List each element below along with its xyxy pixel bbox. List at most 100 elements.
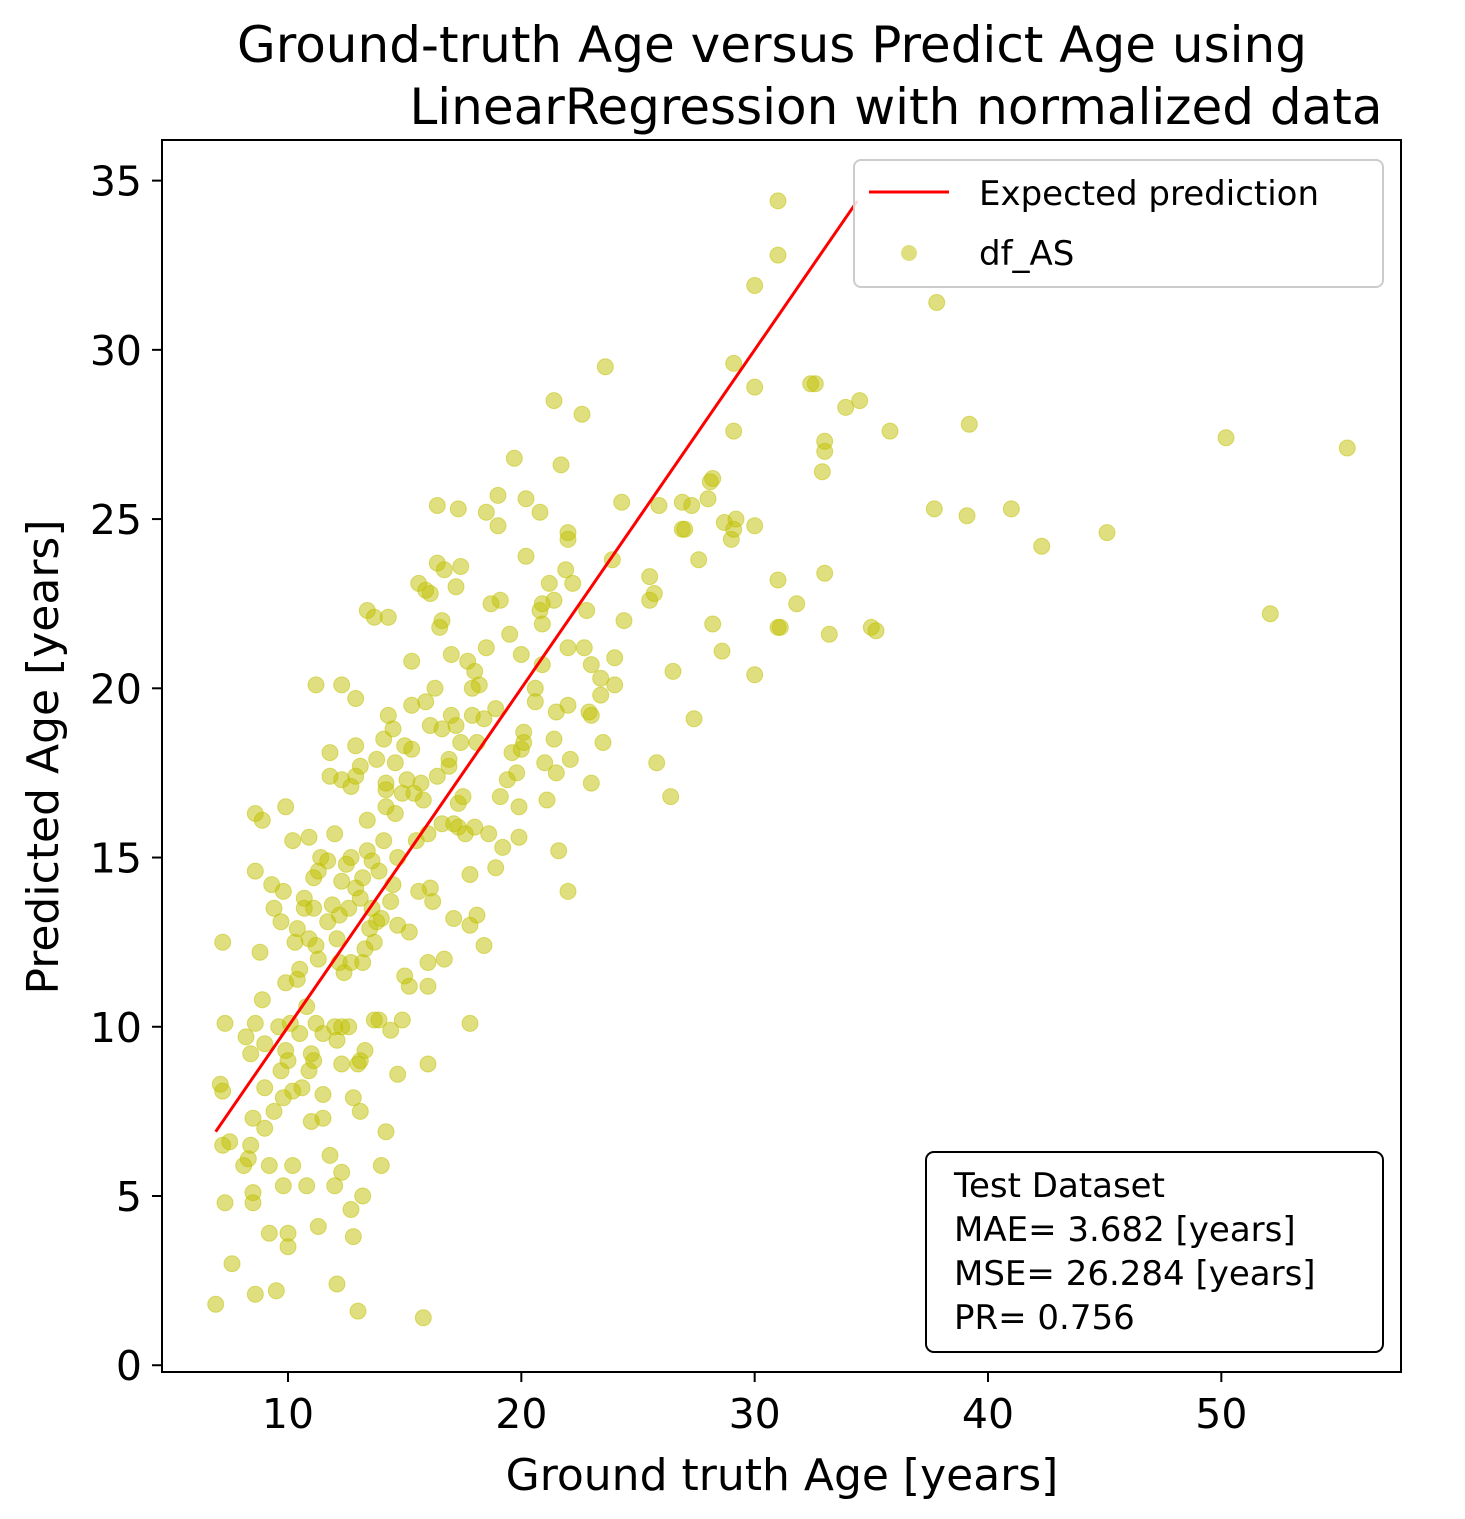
data-point — [340, 1018, 358, 1036]
data-point — [246, 1014, 264, 1032]
data-point — [449, 500, 467, 518]
data-point — [489, 486, 507, 504]
data-point — [314, 1109, 332, 1127]
data-point — [559, 639, 577, 657]
data-point — [400, 977, 418, 995]
legend-box — [853, 159, 1384, 288]
data-point — [510, 828, 528, 846]
data-point — [491, 788, 509, 806]
data-point — [1217, 429, 1235, 447]
data-point — [461, 1014, 479, 1032]
data-point — [596, 358, 614, 376]
data-point — [340, 899, 358, 917]
data-point — [594, 734, 612, 751]
data-point — [664, 662, 682, 680]
data-point — [358, 811, 376, 829]
data-point — [746, 666, 764, 684]
data-point — [379, 608, 397, 626]
data-point — [342, 1201, 360, 1218]
data-point — [468, 906, 486, 924]
data-point — [347, 690, 365, 707]
data-point — [606, 649, 624, 667]
data-point — [960, 415, 978, 433]
data-point — [414, 791, 432, 809]
x-axis-label: Ground truth Age [years] — [506, 1450, 1059, 1501]
data-point — [216, 1194, 234, 1212]
data-point — [477, 503, 495, 521]
data-point — [564, 574, 582, 592]
data-point — [494, 838, 512, 856]
data-point — [676, 520, 694, 538]
y-axis-ticks: 0 5 10 15 20 25 30 35 — [90, 158, 162, 1390]
data-point — [433, 720, 451, 738]
x-tick-label: 10 — [262, 1390, 314, 1438]
data-point — [435, 950, 453, 968]
data-point — [256, 1119, 274, 1137]
data-point — [613, 493, 631, 511]
data-point — [307, 676, 325, 694]
data-point — [806, 375, 824, 393]
data-point — [512, 646, 530, 663]
data-point — [648, 754, 666, 772]
data-point — [414, 1309, 432, 1327]
data-point — [309, 950, 327, 968]
data-point — [545, 591, 563, 609]
data-point — [342, 849, 360, 866]
data-point — [582, 706, 600, 724]
data-point — [713, 642, 731, 660]
data-point — [559, 696, 577, 714]
data-point — [552, 456, 570, 474]
data-point — [267, 1282, 285, 1300]
data-point — [344, 1089, 362, 1107]
data-point — [221, 1133, 239, 1151]
stats-line-pr: PR= 0.756 — [954, 1298, 1135, 1338]
data-point — [662, 788, 680, 806]
data-point — [727, 510, 745, 528]
data-point — [690, 551, 708, 569]
data-point — [260, 1157, 278, 1174]
data-point — [377, 781, 395, 799]
plot-frame — [161, 139, 1402, 1373]
data-point — [536, 754, 554, 772]
data-point — [452, 734, 470, 751]
data-point — [475, 937, 493, 954]
data-point — [347, 737, 365, 755]
data-point — [223, 1255, 241, 1273]
chart-title-line-1: Ground-truth Age versus Predict Age usin… — [237, 16, 1307, 74]
data-point — [351, 889, 369, 907]
data-point — [370, 1011, 388, 1029]
data-point — [242, 1136, 260, 1154]
data-point — [349, 1302, 367, 1320]
data-point — [550, 842, 568, 860]
x-tick-label: 30 — [729, 1390, 781, 1438]
data-point — [382, 1021, 400, 1039]
data-point — [435, 561, 453, 579]
data-point — [699, 490, 717, 508]
data-point — [305, 1052, 323, 1070]
data-point — [412, 774, 430, 792]
data-point — [547, 764, 565, 782]
data-point — [424, 893, 442, 910]
data-point — [242, 1045, 260, 1063]
data-point — [246, 862, 264, 880]
data-point — [1261, 605, 1279, 623]
data-point — [400, 923, 418, 941]
data-point — [288, 920, 306, 938]
data-point — [769, 571, 787, 589]
data-point — [433, 612, 451, 630]
data-point — [326, 1177, 344, 1195]
x-tick-label: 40 — [962, 1390, 1014, 1438]
data-point — [372, 910, 390, 927]
data-point — [321, 1146, 339, 1164]
data-point — [445, 910, 463, 927]
data-point — [377, 1123, 395, 1141]
scatter-points — [207, 192, 1356, 1327]
data-point — [326, 825, 344, 843]
data-point — [582, 774, 600, 792]
data-point — [561, 750, 579, 768]
data-point — [207, 1295, 225, 1313]
data-point — [477, 639, 495, 657]
data-point — [328, 930, 346, 948]
y-tick-label: 15 — [90, 835, 142, 883]
data-point — [251, 943, 269, 961]
